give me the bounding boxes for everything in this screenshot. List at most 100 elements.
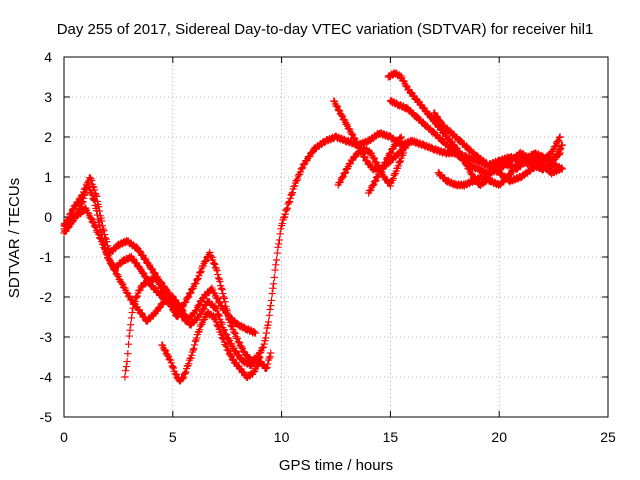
data-point [390,171,398,179]
x-tick-label: 0 [60,429,68,445]
data-point [369,182,377,190]
data-point [269,284,277,292]
data-point [551,143,559,151]
data-point [214,270,222,279]
data-point [553,151,561,159]
data-point [99,240,107,249]
data-point [402,82,410,90]
data-point [262,364,270,372]
data-point [366,186,374,195]
data-point [213,294,221,302]
data-point [190,345,198,353]
data-point [179,375,187,383]
axis-ticks: 0 5 10 15 20 25 -5 -4 -3 -2 -1 0 1 2 3 4 [40,49,616,445]
data-point [222,341,230,349]
data-point [169,292,177,300]
data-point [250,327,258,335]
data-point [396,158,404,166]
data-series [334,144,408,190]
data-point [220,294,228,303]
data-point [99,225,107,233]
data-point [436,116,444,124]
data-point [262,329,270,337]
data-point [193,276,201,284]
data-point [90,219,98,227]
data-point [104,252,112,260]
data-point [377,167,385,175]
data-point [89,182,97,191]
data-point [164,296,172,304]
data-point [266,305,274,314]
data-point [404,141,412,149]
data-point [268,289,276,298]
data-point [278,219,286,228]
data-point [91,222,99,230]
data-point [123,357,131,366]
data-point [164,351,172,359]
data-point [190,341,199,349]
data-point [217,284,225,292]
data-point [267,349,275,357]
data-point [217,318,225,327]
data-point [169,364,178,372]
data-point [394,162,402,170]
data-point [75,196,83,204]
data-point [192,279,200,287]
data-points [60,68,566,385]
plot-frame [63,56,609,418]
data-point [88,218,96,226]
data-point [172,370,180,378]
data-point [189,346,197,354]
data-point [219,289,227,298]
data-point [556,165,564,173]
data-point [216,277,224,286]
data-point [338,174,347,182]
data-point [131,297,139,305]
data-point [270,273,278,282]
data-point [264,360,272,368]
data-point [274,243,282,251]
data-point [288,188,297,197]
data-point [181,369,189,377]
data-point [238,343,246,351]
data-point [407,89,416,97]
data-point [135,263,144,271]
data-point [397,133,405,141]
y-axis-title: SDTVAR / TECUs [6,178,23,298]
data-point [221,298,229,306]
data-point [383,155,391,163]
data-point [558,141,566,149]
data-point [468,170,476,178]
data-point [212,265,220,273]
data-point [265,311,273,319]
data-point [114,271,122,279]
data-point [193,334,201,342]
data-point [440,129,448,137]
data-point [214,311,223,319]
data-point [556,146,564,154]
data-point [182,368,190,376]
data-point [264,318,273,326]
data-point [95,203,103,211]
data-point [267,296,276,304]
data-point [231,329,239,338]
data-point [277,225,285,233]
y-tick-label: 2 [44,129,52,145]
chart-title: Day 255 of 2017, Sidereal Day-to-day VTE… [57,21,594,38]
data-point [554,138,562,146]
data-point [336,178,344,187]
data-point [186,289,194,298]
data-point [181,311,189,319]
data-point [197,267,205,275]
data-point [214,274,223,282]
data-point [138,309,146,317]
data-point [196,326,204,334]
data-point [210,259,218,268]
data-point [92,223,100,232]
y-tick-label: 4 [44,49,52,65]
data-point [184,294,192,302]
data-point [285,198,293,207]
data-point [224,346,232,354]
data-point [69,205,77,214]
